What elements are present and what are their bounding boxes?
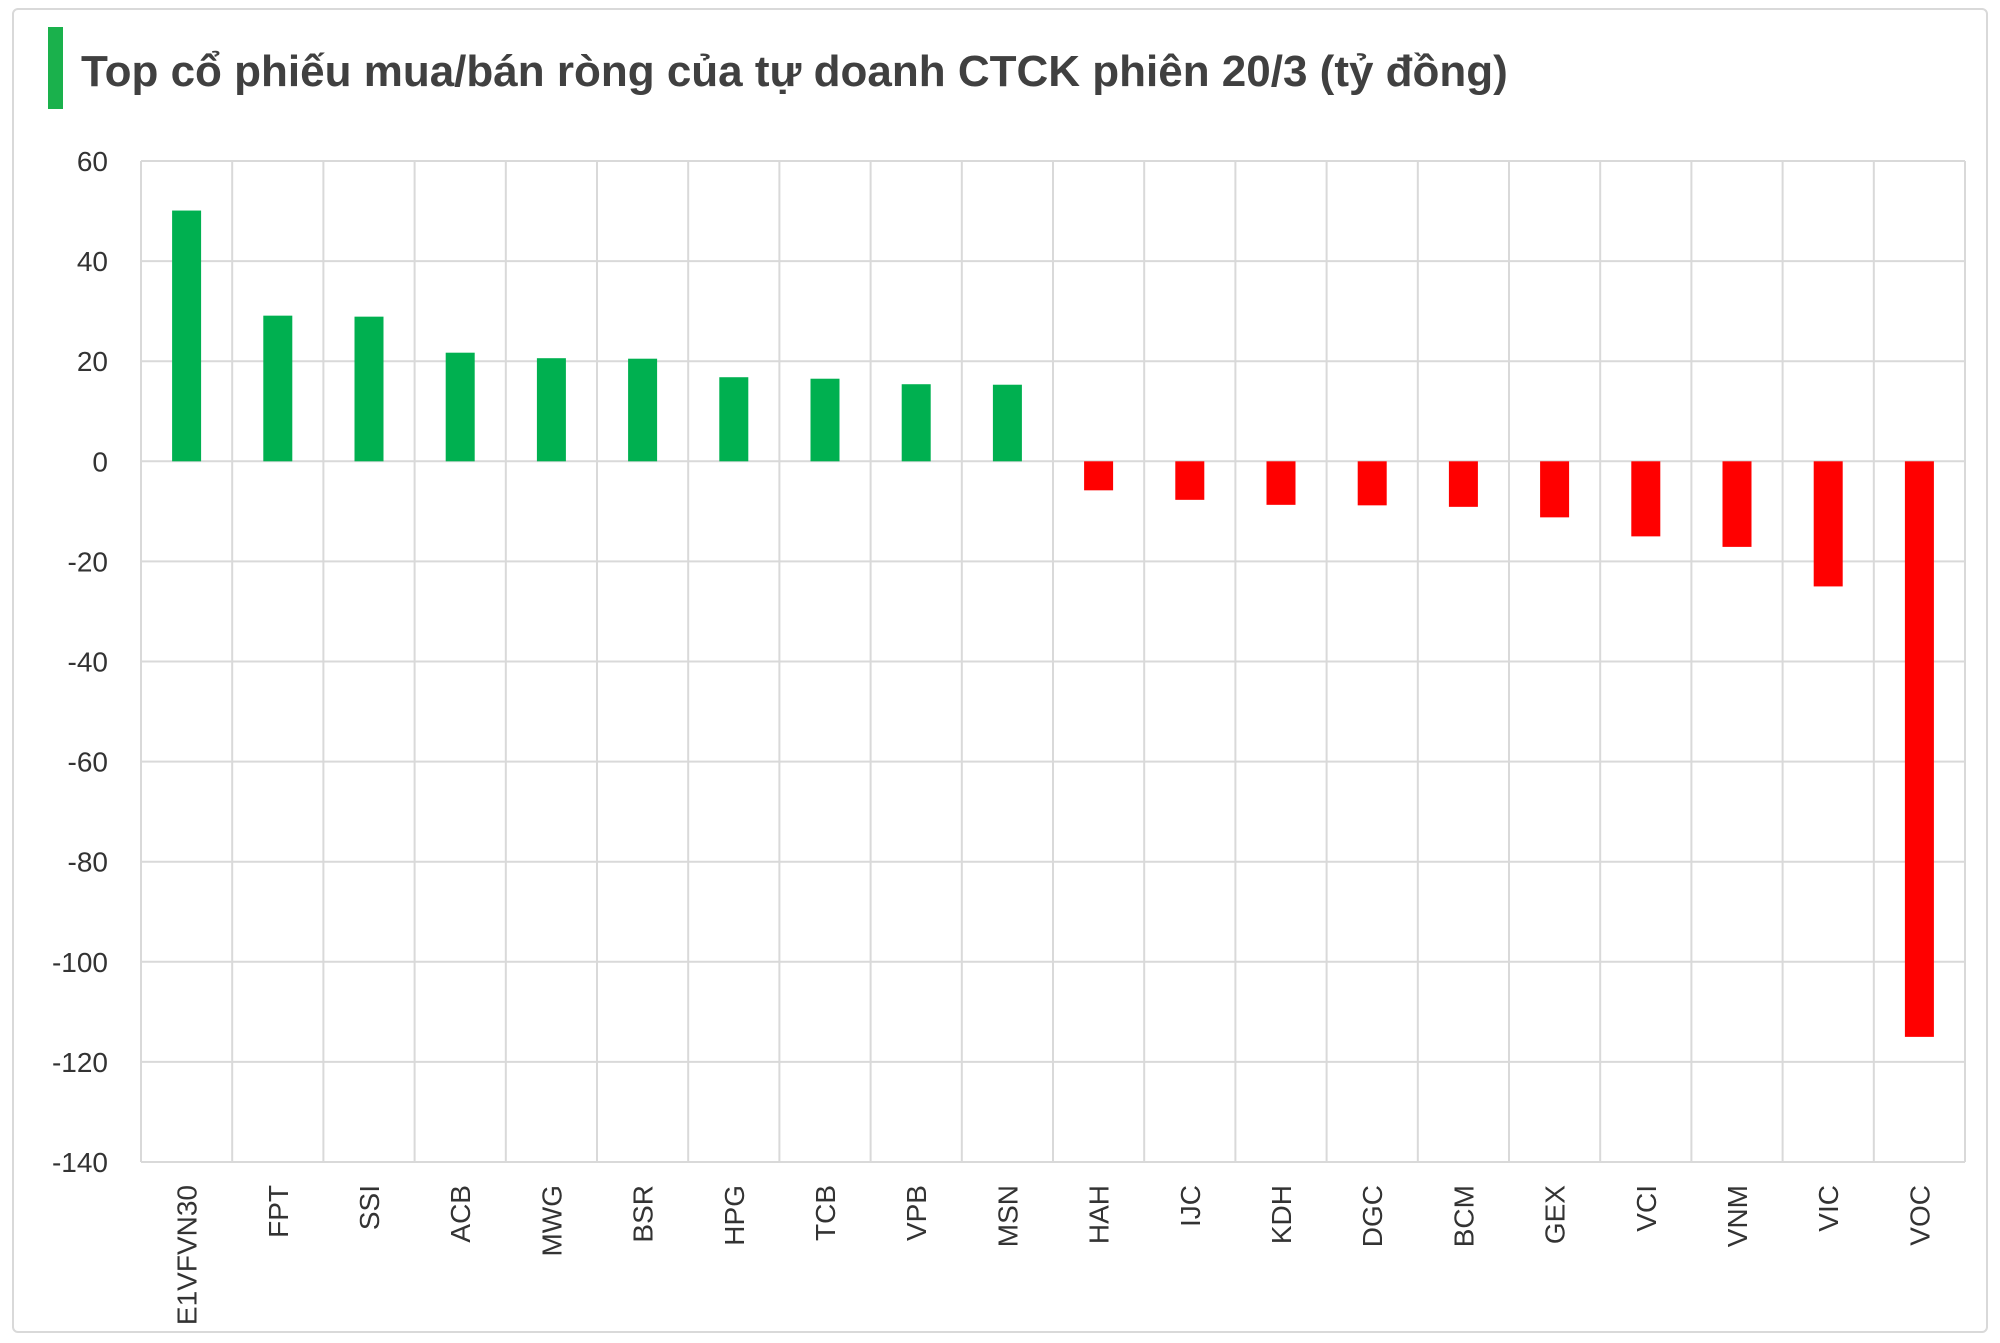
bar-msn bbox=[992, 384, 1022, 462]
bar-layer bbox=[172, 210, 1934, 1037]
bar-kdh bbox=[1266, 461, 1296, 505]
x-tick-label: GEX bbox=[1540, 1185, 1571, 1244]
bar-vpb bbox=[901, 384, 931, 462]
grid-layer bbox=[140, 160, 1966, 1163]
x-tick-label: HPG bbox=[719, 1185, 750, 1246]
bar-tcb bbox=[810, 378, 840, 462]
y-tick-label: 40 bbox=[77, 246, 108, 277]
bar-dgc bbox=[1357, 461, 1387, 506]
x-tick-label: E1VFVN30 bbox=[172, 1185, 203, 1325]
bar-e1vfvn30 bbox=[172, 210, 202, 462]
bar-fpt bbox=[263, 315, 293, 462]
y-tick-labels: 60 40 20 0 -20 -40 -60 -80 -100 -120 -140 bbox=[52, 146, 108, 1178]
bar-mwg bbox=[536, 358, 566, 462]
y-tick-label: -140 bbox=[52, 1147, 108, 1178]
x-tick-label: DGC bbox=[1357, 1185, 1388, 1247]
x-tick-label: ACB bbox=[445, 1185, 476, 1243]
x-tick-label: MSN bbox=[992, 1185, 1023, 1247]
y-tick-label: -120 bbox=[52, 1047, 108, 1078]
y-tick-label: -60 bbox=[68, 747, 108, 778]
bar-ijc bbox=[1175, 461, 1205, 500]
x-tick-label: VPB bbox=[901, 1185, 932, 1241]
bar-hah bbox=[1084, 461, 1114, 491]
x-tick-label: VCI bbox=[1631, 1185, 1662, 1232]
x-tick-label: VOC bbox=[1904, 1185, 1935, 1246]
bar-gex bbox=[1540, 461, 1570, 518]
y-tick-label: -20 bbox=[68, 546, 108, 577]
chart-title: Top cổ phiếu mua/bán ròng của tự doanh C… bbox=[81, 47, 1508, 96]
x-tick-label: BSR bbox=[628, 1185, 659, 1243]
x-tick-label: MWG bbox=[536, 1185, 567, 1257]
y-tick-label: 60 bbox=[77, 146, 108, 177]
chart-frame bbox=[12, 8, 1988, 1333]
y-tick-label: 0 bbox=[92, 446, 108, 477]
y-tick-label: -100 bbox=[52, 947, 108, 978]
bar-ssi bbox=[354, 316, 384, 462]
bar-voc bbox=[1904, 461, 1934, 1037]
y-tick-label: 20 bbox=[77, 346, 108, 377]
x-tick-label: HAH bbox=[1084, 1185, 1115, 1244]
x-tick-label: KDH bbox=[1266, 1185, 1297, 1244]
title-accent-bar bbox=[48, 27, 63, 109]
y-tick-label: -40 bbox=[68, 647, 108, 678]
bar-bcm bbox=[1448, 461, 1478, 507]
bar-vic bbox=[1813, 461, 1843, 587]
bar-vnm bbox=[1722, 461, 1752, 547]
bar-hpg bbox=[719, 377, 749, 462]
x-tick-label: TCB bbox=[810, 1185, 841, 1241]
bar-vci bbox=[1631, 461, 1661, 537]
bar-bsr bbox=[628, 358, 658, 462]
y-tick-label: -80 bbox=[68, 847, 108, 878]
x-tick-label: FPT bbox=[263, 1185, 294, 1238]
x-tick-label: IJC bbox=[1175, 1185, 1206, 1227]
x-tick-labels: E1VFVN30 FPT SSI ACB MWG BSR HPG TCB VPB MSN HAH IJ… bbox=[172, 1185, 1936, 1325]
bar-acb bbox=[445, 352, 475, 462]
x-tick-label: VIC bbox=[1813, 1185, 1844, 1232]
x-tick-label: SSI bbox=[354, 1185, 385, 1230]
x-tick-label: BCM bbox=[1448, 1185, 1479, 1247]
x-tick-label: VNM bbox=[1722, 1185, 1753, 1247]
